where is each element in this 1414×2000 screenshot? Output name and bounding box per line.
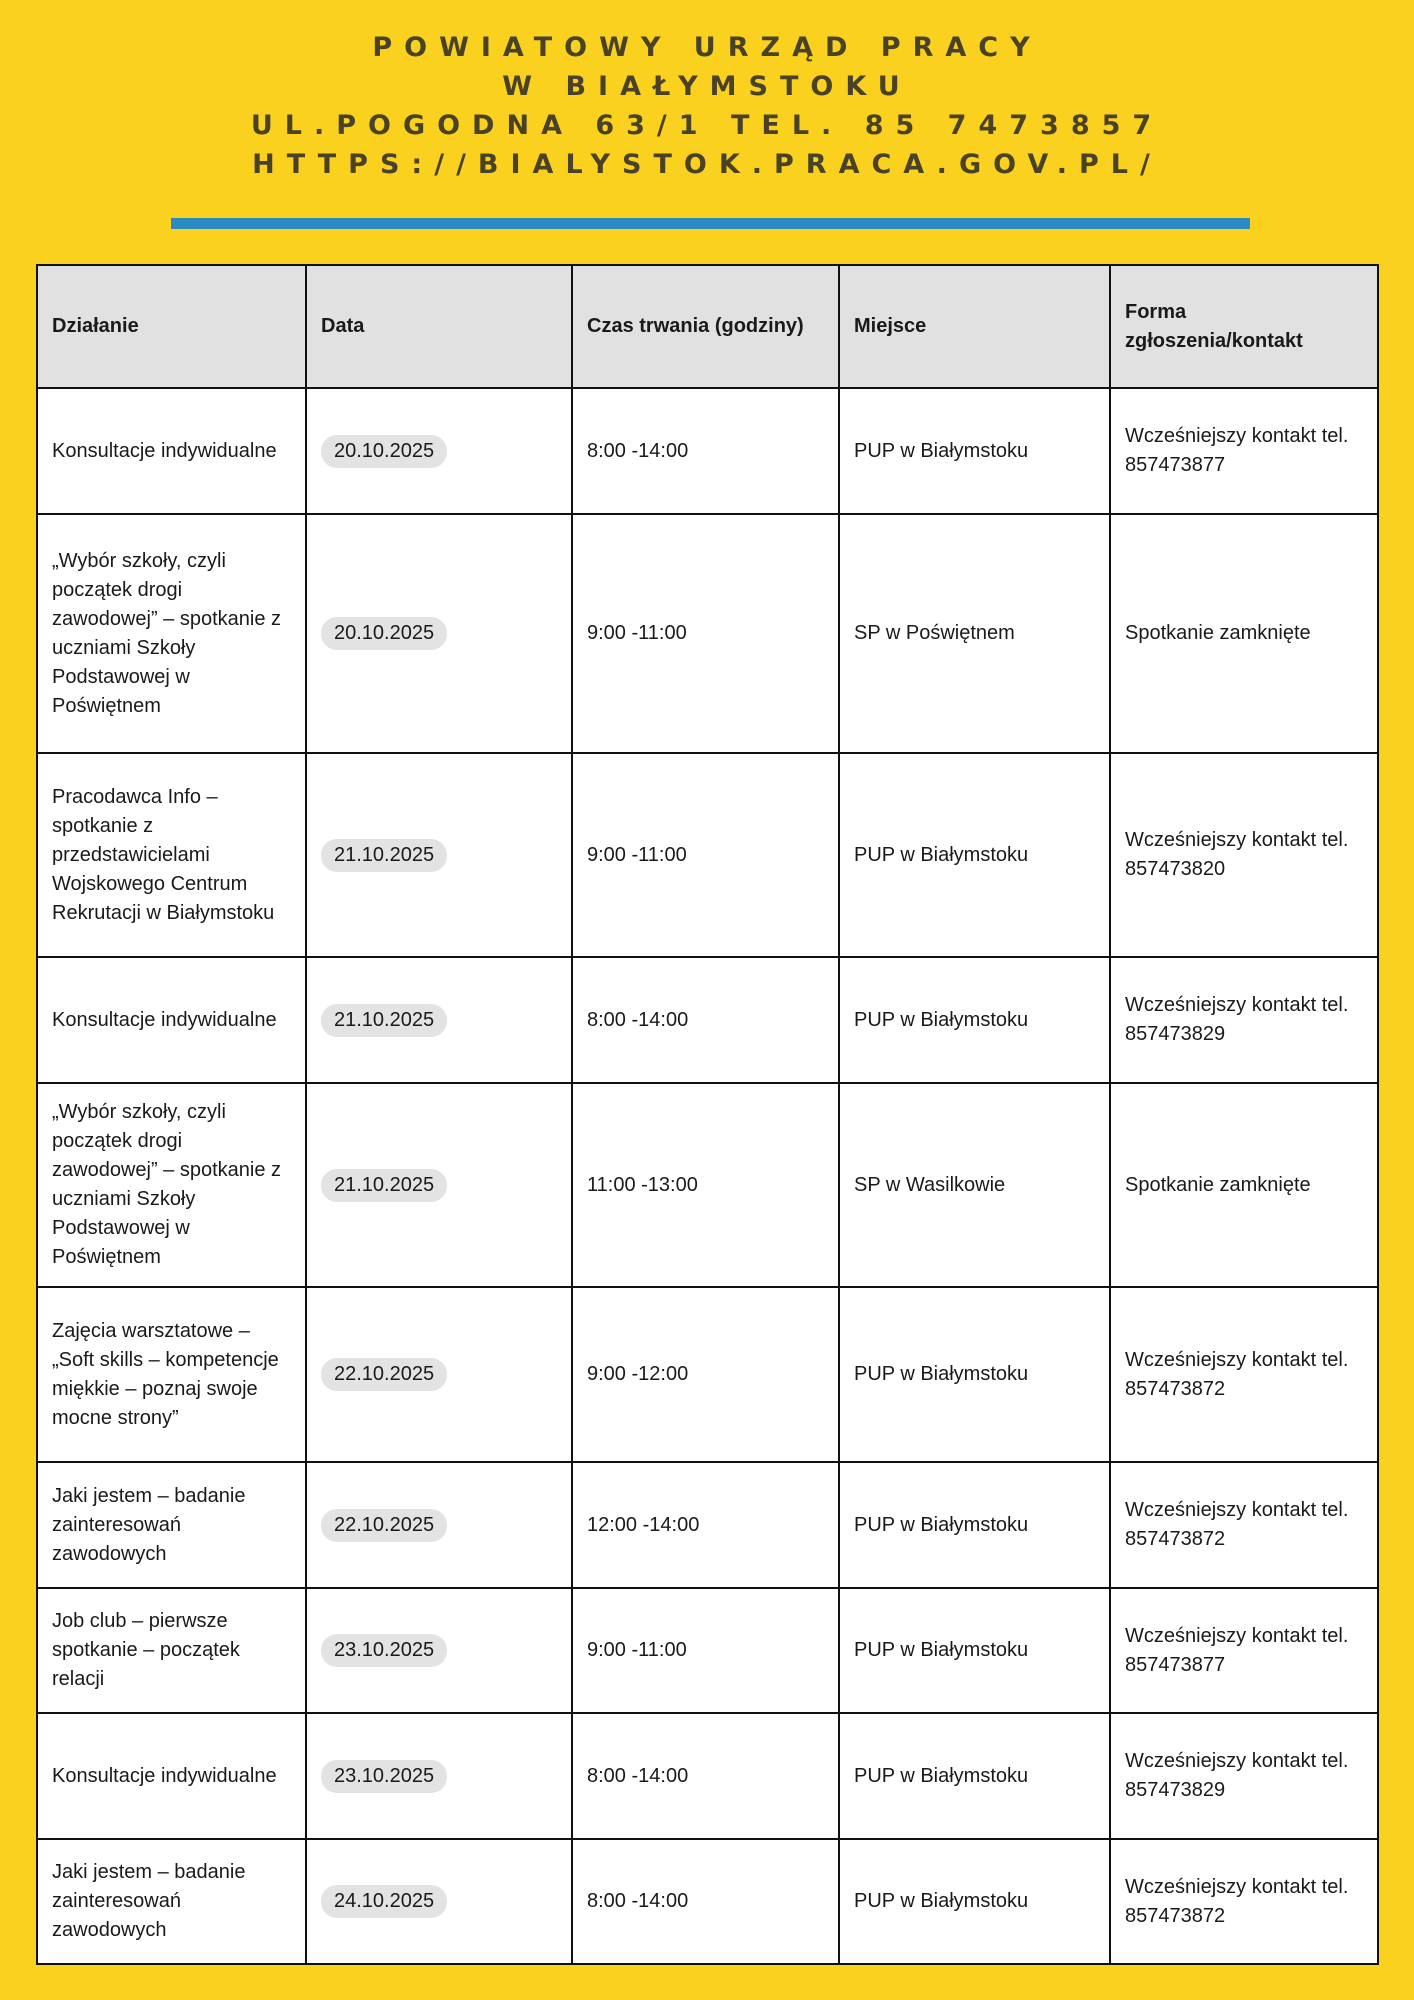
cell-duration: 9:00 -11:00: [571, 513, 840, 754]
cell-duration: 12:00 -14:00: [571, 1461, 840, 1589]
cell-duration: 8:00 -14:00: [571, 1838, 840, 1965]
cell-contact: Wcześniejszy kontakt tel. 857473829: [1109, 956, 1379, 1084]
table-row: „Wybór szkoły, czyli początek drogi zawo…: [36, 1082, 1379, 1288]
date-badge: 20.10.2025: [321, 617, 448, 650]
table-row: Konsultacje indywidualne 21.10.2025 8:00 -…: [36, 956, 1379, 1084]
cell-place: PUP w Białymstoku: [838, 752, 1111, 958]
cell-activity: Jaki jestem – badanie zainteresowań zawo…: [36, 1461, 307, 1589]
office-website: HTTPS://BIALYSTOK.PRACA.GOV.PL/: [252, 149, 1162, 180]
table-row: Zajęcia warsztatowe – „Soft skills – kom…: [36, 1286, 1379, 1463]
table-row: Konsultacje indywidualne 23.10.2025 8:00 -…: [36, 1712, 1379, 1840]
office-city: W BIAŁYMSTOKU: [502, 71, 912, 102]
column-header-duration: Czas trwania (godziny): [571, 264, 840, 389]
cell-activity: Zajęcia warsztatowe – „Soft skills – kom…: [36, 1286, 307, 1463]
cell-place: SP w Wasilkowie: [838, 1082, 1111, 1288]
cell-place: PUP w Białymstoku: [838, 956, 1111, 1084]
cell-place: PUP w Białymstoku: [838, 1461, 1111, 1589]
date-badge: 22.10.2025: [321, 1358, 448, 1391]
cell-duration: 11:00 -13:00: [571, 1082, 840, 1288]
date-badge: 23.10.2025: [321, 1634, 448, 1667]
cell-duration: 9:00 -12:00: [571, 1286, 840, 1463]
table-row: Pracodawca Info – spotkanie z przedstawi…: [36, 752, 1379, 958]
date-badge: 20.10.2025: [321, 434, 448, 468]
cell-activity: Jaki jestem – badanie zainteresowań zawo…: [36, 1838, 307, 1965]
cell-date: 23.10.2025: [305, 1712, 573, 1840]
cell-activity: „Wybór szkoły, czyli początek drogi zawo…: [36, 1082, 307, 1288]
cell-contact: Spotkanie zamknięte: [1109, 1082, 1379, 1288]
office-header: POWIATOWY URZĄD PRACY W BIAŁYMSTOKU UL.P…: [0, 28, 1414, 184]
cell-activity: Job club – pierwsze spotkanie – początek…: [36, 1587, 307, 1714]
date-badge: 22.10.2025: [321, 1508, 448, 1542]
cell-place: PUP w Białymstoku: [838, 1838, 1111, 1965]
cell-duration: 9:00 -11:00: [571, 1587, 840, 1714]
date-badge: 21.10.2025: [321, 1168, 448, 1202]
cell-contact: Wcześniejszy kontakt tel. 857473872: [1109, 1838, 1379, 1965]
cell-date: 21.10.2025: [305, 752, 573, 958]
cell-duration: 9:00 -11:00: [571, 752, 840, 958]
accent-divider: [171, 218, 1250, 229]
office-address-phone: UL.POGODNA 63/1 TEL. 85 7473857: [250, 110, 1164, 141]
cell-date: 22.10.2025: [305, 1286, 573, 1463]
cell-contact: Wcześniejszy kontakt tel. 857473820: [1109, 752, 1379, 958]
cell-date: 20.10.2025: [305, 513, 573, 754]
cell-duration: 8:00 -14:00: [571, 1712, 840, 1840]
cell-contact: Wcześniejszy kontakt tel. 857473877: [1109, 1587, 1379, 1714]
schedule-table: Działanie Data Czas trwania (godziny) Mi…: [36, 264, 1379, 1965]
cell-place: PUP w Białymstoku: [838, 1587, 1111, 1714]
column-header-place: Miejsce: [838, 264, 1111, 389]
table-header-row: Działanie Data Czas trwania (godziny) Mi…: [36, 264, 1379, 389]
table-row: Jaki jestem – badanie zainteresowań zawo…: [36, 1461, 1379, 1589]
cell-place: PUP w Białymstoku: [838, 387, 1111, 515]
cell-contact: Spotkanie zamknięte: [1109, 513, 1379, 754]
cell-date: 20.10.2025: [305, 387, 573, 515]
cell-duration: 8:00 -14:00: [571, 956, 840, 1084]
cell-date: 23.10.2025: [305, 1587, 573, 1714]
date-badge: 24.10.2025: [321, 1885, 448, 1918]
cell-date: 22.10.2025: [305, 1461, 573, 1589]
column-header-activity: Działanie: [36, 264, 307, 389]
cell-duration: 8:00 -14:00: [571, 387, 840, 515]
office-name: POWIATOWY URZĄD PRACY: [372, 32, 1042, 63]
cell-activity: Pracodawca Info – spotkanie z przedstawi…: [36, 752, 307, 958]
table-row: Job club – pierwsze spotkanie – początek…: [36, 1587, 1379, 1714]
cell-contact: Wcześniejszy kontakt tel. 857473829: [1109, 1712, 1379, 1840]
date-badge: 21.10.2025: [321, 1003, 448, 1037]
date-badge: 23.10.2025: [321, 1759, 448, 1793]
column-header-date: Data: [305, 264, 573, 389]
cell-activity: Konsultacje indywidualne: [36, 956, 307, 1084]
cell-date: 21.10.2025: [305, 1082, 573, 1288]
date-badge: 21.10.2025: [321, 838, 448, 872]
cell-contact: Wcześniejszy kontakt tel. 857473872: [1109, 1286, 1379, 1463]
cell-contact: Wcześniejszy kontakt tel. 857473877: [1109, 387, 1379, 515]
cell-activity: „Wybór szkoły, czyli początek drogi zawo…: [36, 513, 307, 754]
cell-contact: Wcześniejszy kontakt tel. 857473872: [1109, 1461, 1379, 1589]
table-row: Jaki jestem – badanie zainteresowań zawo…: [36, 1838, 1379, 1965]
cell-place: SP w Poświętnem: [838, 513, 1111, 754]
cell-date: 21.10.2025: [305, 956, 573, 1084]
cell-activity: Konsultacje indywidualne: [36, 1712, 307, 1840]
cell-activity: Konsultacje indywidualne: [36, 387, 307, 515]
table-row: Konsultacje indywidualne 20.10.2025 8:00 -…: [36, 387, 1379, 515]
cell-place: PUP w Białymstoku: [838, 1286, 1111, 1463]
table-row: „Wybór szkoły, czyli początek drogi zawo…: [36, 513, 1379, 754]
cell-date: 24.10.2025: [305, 1838, 573, 1965]
cell-place: PUP w Białymstoku: [838, 1712, 1111, 1840]
column-header-contact: Forma zgłoszenia/kontakt: [1109, 264, 1379, 389]
